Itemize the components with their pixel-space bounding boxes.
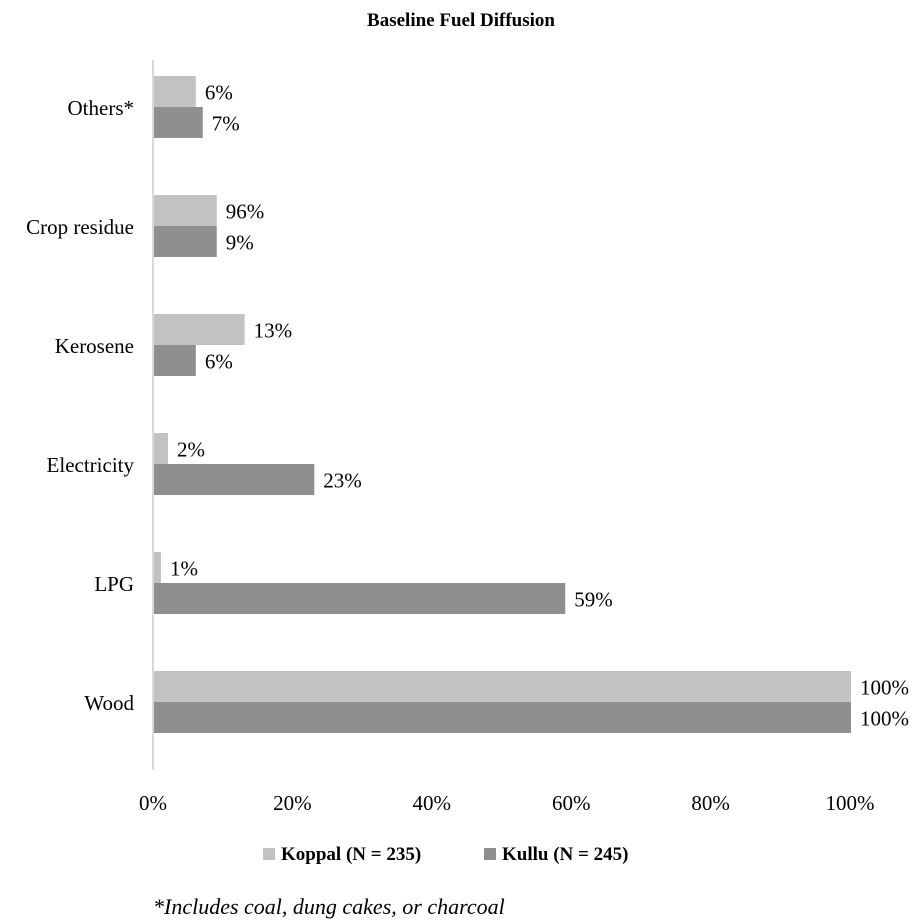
data-label: 23% — [323, 469, 362, 493]
data-label: 1% — [170, 557, 198, 581]
x-tick-label: 40% — [413, 791, 452, 815]
category-label: Others* — [68, 96, 135, 120]
legend-swatch — [484, 848, 496, 860]
plot-area: Others* 6% 7% Crop residue 96% 9% Kerosene 13% 6… — [26, 60, 909, 815]
x-tick-label: 0% — [139, 791, 167, 815]
category-label: Crop residue — [26, 215, 134, 239]
data-label: 6% — [205, 350, 233, 374]
bar-kullu — [154, 226, 217, 257]
legend-label: Kullu (N = 245) — [502, 844, 628, 865]
x-tick-label: 60% — [552, 791, 591, 815]
data-label: 13% — [254, 319, 292, 343]
category-label: Wood — [84, 691, 134, 715]
x-tick-label: 20% — [273, 791, 312, 815]
bar-koppal — [154, 195, 217, 226]
bar-koppal — [154, 76, 196, 107]
x-tick-label: 80% — [691, 791, 730, 815]
legend-label: Koppal (N = 235) — [281, 844, 421, 865]
data-label: 6% — [205, 81, 233, 105]
bar-kullu — [154, 702, 851, 733]
bar-kullu — [154, 464, 315, 495]
data-label: 9% — [226, 231, 254, 255]
x-tick-label: 100% — [826, 791, 875, 815]
footnote: *Includes coal, dung cakes, or charcoal — [153, 894, 505, 919]
chart-title: Baseline Fuel Diffusion — [367, 10, 555, 31]
category-label: LPG — [94, 572, 134, 596]
bar-koppal — [154, 314, 245, 345]
bar-kullu — [154, 583, 566, 614]
bar-koppal — [154, 552, 161, 583]
legend: Koppal (N = 235) Kullu (N = 245) — [263, 844, 628, 865]
bar-kullu — [154, 345, 196, 376]
legend-swatch — [263, 848, 275, 860]
data-label: 7% — [212, 112, 240, 136]
data-label: 100% — [860, 676, 909, 700]
category-label: Electricity — [47, 453, 135, 477]
bar-koppal — [154, 433, 168, 464]
data-label: 59% — [574, 588, 613, 612]
category-label: Kerosene — [55, 334, 134, 358]
data-label: 96% — [226, 200, 264, 224]
data-label: 100% — [860, 707, 909, 731]
data-label: 2% — [177, 438, 205, 462]
bar-kullu — [154, 107, 203, 138]
bar-koppal — [154, 671, 851, 702]
